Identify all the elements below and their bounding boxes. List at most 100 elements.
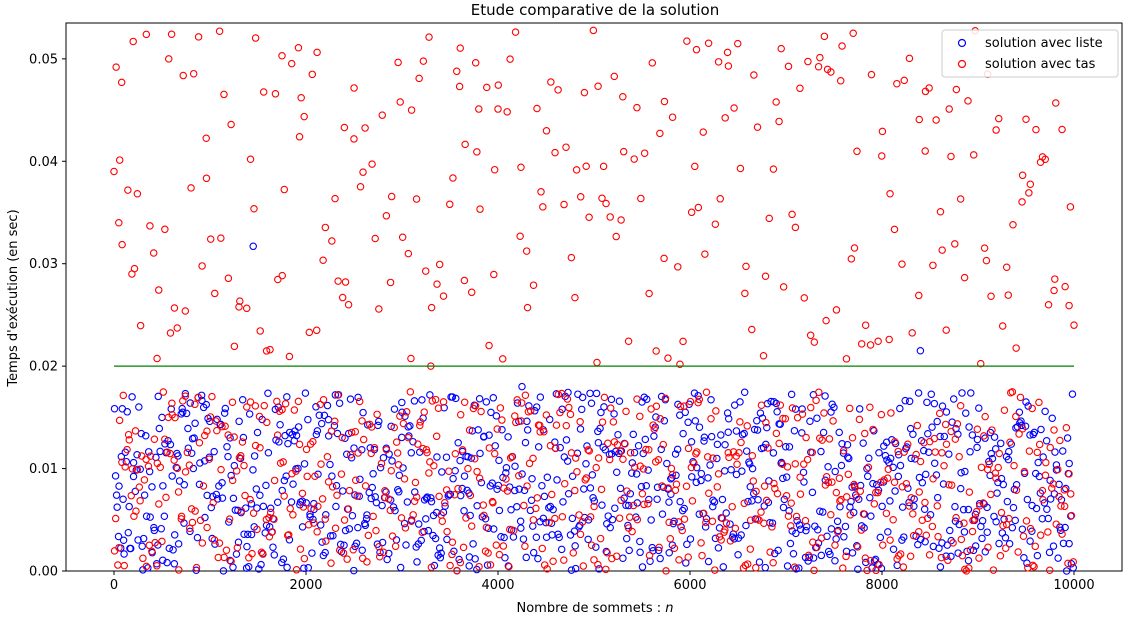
data-point-tas — [906, 552, 915, 561]
data-point-tas — [994, 114, 1003, 123]
data-point-tas — [370, 443, 379, 452]
data-point-tas — [279, 458, 287, 466]
data-point-liste — [245, 562, 253, 571]
data-point-tas — [256, 443, 264, 452]
data-point-liste — [670, 517, 678, 525]
data-point-liste — [713, 454, 721, 463]
data-point-liste — [227, 471, 235, 480]
data-point-tas — [913, 421, 922, 430]
data-point-liste — [1009, 503, 1018, 512]
data-point-tas — [129, 37, 137, 46]
data-point-liste — [517, 524, 525, 532]
data-point-liste — [781, 442, 790, 451]
data-point-tas — [334, 277, 342, 285]
data-point-tas — [206, 413, 215, 421]
data-point-liste — [159, 556, 167, 565]
data-point-tas — [485, 341, 493, 350]
data-point-tas — [637, 194, 645, 203]
data-point-liste — [788, 527, 796, 535]
data-point-tas — [280, 185, 289, 194]
data-point-tas — [545, 518, 553, 527]
data-point-liste — [710, 498, 719, 506]
data-point-tas — [652, 347, 660, 355]
data-point-tas — [552, 421, 561, 429]
data-point-liste — [213, 495, 222, 503]
data-point-liste — [627, 469, 636, 477]
data-point-tas — [523, 482, 531, 490]
data-point-tas — [271, 90, 280, 98]
data-point-tas — [760, 482, 769, 490]
data-point-tas — [199, 482, 208, 490]
data-point-liste — [1033, 551, 1042, 560]
data-point-tas — [945, 481, 953, 489]
data-point-liste — [177, 410, 186, 418]
data-point-tas — [475, 562, 483, 571]
data-point-liste — [256, 491, 264, 500]
data-point-liste — [772, 399, 781, 408]
data-point-liste — [738, 467, 746, 475]
data-point-tas — [575, 511, 583, 519]
data-point-liste — [749, 489, 758, 498]
data-point-tas — [443, 527, 451, 536]
data-point-tas — [802, 433, 810, 442]
data-point-liste — [253, 428, 262, 437]
data-point-tas — [167, 30, 176, 39]
data-point-tas — [1050, 426, 1058, 434]
data-point-liste — [774, 546, 782, 555]
data-point-liste — [1052, 461, 1061, 469]
data-point-tas — [776, 401, 785, 409]
data-point-tas — [170, 456, 178, 464]
y-tick-label: 0.00 — [29, 565, 58, 580]
data-point-liste — [636, 537, 644, 546]
data-point-tas — [455, 82, 464, 91]
data-point-tas — [791, 460, 800, 468]
data-point-tas — [717, 536, 725, 544]
data-point-tas — [359, 435, 368, 444]
data-point-tas — [788, 404, 797, 412]
data-point-tas — [304, 520, 313, 529]
data-point-tas — [594, 454, 603, 462]
data-point-tas — [438, 517, 447, 525]
data-point-liste — [957, 468, 965, 477]
data-point-liste — [280, 476, 289, 485]
data-point-tas — [576, 418, 584, 426]
data-point-tas — [446, 561, 454, 570]
data-point-tas — [605, 455, 614, 464]
data-point-tas — [743, 422, 751, 430]
data-point-liste — [866, 493, 874, 502]
data-point-tas — [992, 474, 1000, 482]
data-point-tas — [723, 48, 732, 57]
data-point-tas — [621, 440, 629, 448]
data-point-liste — [907, 454, 915, 463]
data-point-tas — [181, 392, 190, 400]
data-point-tas — [905, 502, 913, 510]
data-point-tas — [664, 354, 672, 362]
data-point-tas — [259, 550, 267, 558]
data-point-tas — [757, 401, 766, 409]
data-point-liste — [224, 452, 232, 461]
data-point-tas — [339, 549, 348, 557]
data-point-tas — [280, 492, 288, 500]
data-point-tas — [898, 260, 906, 268]
data-point-tas — [425, 33, 433, 41]
data-point-tas — [144, 462, 153, 470]
data-point-tas — [202, 174, 211, 183]
data-point-tas — [439, 398, 448, 406]
x-tick-label: 4000 — [481, 578, 514, 593]
data-point-tas — [270, 476, 279, 485]
data-point-tas — [298, 489, 307, 498]
data-point-liste — [157, 524, 165, 533]
data-point-tas — [379, 548, 388, 556]
data-point-tas — [434, 404, 443, 412]
data-point-liste — [193, 533, 202, 542]
data-point-tas — [779, 414, 787, 423]
data-point-liste — [131, 487, 140, 496]
data-point-tas — [235, 454, 244, 462]
y-tick-label: 0.02 — [29, 360, 58, 375]
data-point-tas — [246, 495, 254, 504]
data-point-liste — [136, 465, 144, 473]
data-point-liste — [350, 444, 358, 452]
data-point-tas — [709, 454, 717, 462]
data-point-liste — [358, 546, 366, 555]
data-point-liste — [606, 523, 614, 532]
